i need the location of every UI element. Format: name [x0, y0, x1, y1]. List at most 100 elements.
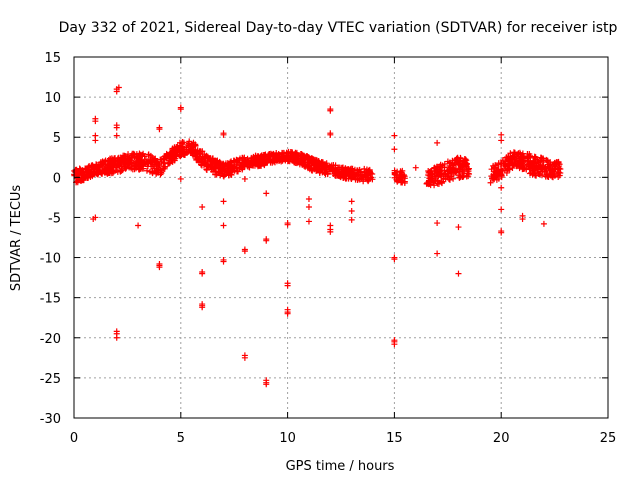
data-point	[434, 139, 441, 146]
data-point	[166, 153, 173, 160]
data-point	[503, 154, 510, 161]
data-point	[73, 166, 80, 173]
chart-title: Day 332 of 2021, Sidereal Day-to-day VTE…	[59, 20, 618, 36]
data-point	[503, 169, 510, 176]
data-point	[438, 180, 445, 187]
data-point	[547, 161, 554, 168]
data-point	[391, 256, 398, 263]
y-tick-label: 0	[53, 171, 61, 186]
data-point	[90, 216, 97, 223]
data-point	[288, 156, 295, 163]
data-point	[204, 157, 211, 164]
data-point	[513, 162, 520, 169]
data-point	[91, 170, 98, 177]
data-point	[156, 124, 163, 131]
data-point	[509, 162, 516, 169]
data-point	[267, 152, 274, 159]
data-point	[305, 204, 312, 211]
data-point	[236, 164, 243, 171]
data-point	[284, 309, 291, 316]
data-point	[344, 166, 351, 173]
data-point	[455, 224, 462, 231]
data-point	[463, 161, 470, 168]
data-point	[304, 165, 311, 172]
data-point	[263, 190, 270, 197]
data-point	[242, 157, 249, 164]
data-point	[549, 165, 556, 172]
data-point	[348, 216, 355, 223]
data-point	[412, 164, 419, 171]
data-point	[451, 161, 458, 168]
data-point	[208, 166, 215, 173]
data-point	[120, 152, 127, 159]
data-point	[425, 181, 432, 188]
data-point	[460, 158, 467, 165]
data-point	[491, 164, 498, 171]
data-point	[198, 159, 205, 166]
data-point	[131, 160, 138, 167]
data-point	[227, 164, 234, 171]
data-point	[115, 84, 122, 91]
data-point	[457, 163, 464, 170]
data-point	[327, 228, 334, 235]
data-point	[434, 220, 441, 227]
data-point	[205, 163, 212, 170]
data-point	[494, 172, 501, 179]
data-point	[360, 178, 367, 185]
data-point	[327, 106, 334, 113]
data-point	[157, 171, 164, 178]
data-point	[348, 208, 355, 215]
data-point	[133, 164, 140, 171]
x-tick-label: 25	[600, 431, 617, 446]
data-point	[113, 88, 120, 95]
data-point	[262, 151, 269, 158]
data-point	[515, 150, 522, 157]
data-point	[127, 157, 134, 164]
data-point	[358, 172, 365, 179]
data-point	[113, 334, 120, 341]
y-tick-label: 15	[44, 51, 61, 66]
data-point	[215, 161, 222, 168]
data-point	[246, 164, 253, 171]
data-point	[241, 163, 248, 170]
data-point	[532, 154, 539, 161]
data-point	[144, 163, 151, 170]
data-point	[99, 167, 106, 174]
data-point	[263, 237, 270, 244]
data-point	[220, 131, 227, 138]
data-point	[448, 168, 455, 175]
data-point	[131, 154, 138, 161]
data-point	[290, 152, 297, 159]
data-point	[401, 173, 408, 180]
data-point	[446, 176, 453, 183]
data-point	[512, 157, 519, 164]
data-point	[92, 137, 99, 144]
data-point	[431, 182, 438, 189]
data-point	[199, 270, 206, 277]
data-point	[349, 168, 356, 175]
data-point	[125, 160, 132, 167]
data-point	[327, 163, 334, 170]
data-point	[99, 159, 106, 166]
data-point	[322, 171, 329, 178]
data-point	[516, 161, 523, 168]
data-point	[235, 168, 242, 175]
data-point	[108, 155, 115, 162]
data-point	[135, 222, 142, 229]
data-point	[236, 156, 243, 163]
data-point	[498, 229, 505, 236]
data-point	[464, 168, 471, 175]
data-point	[144, 158, 151, 165]
data-point	[437, 171, 444, 178]
data-point	[312, 164, 319, 171]
data-point	[181, 152, 188, 159]
data-point	[517, 154, 524, 161]
data-point	[369, 171, 376, 178]
data-point	[391, 338, 398, 345]
data-point	[151, 165, 158, 172]
data-point	[248, 157, 255, 164]
data-point	[553, 160, 560, 167]
data-point	[284, 221, 291, 228]
data-point	[397, 174, 404, 181]
